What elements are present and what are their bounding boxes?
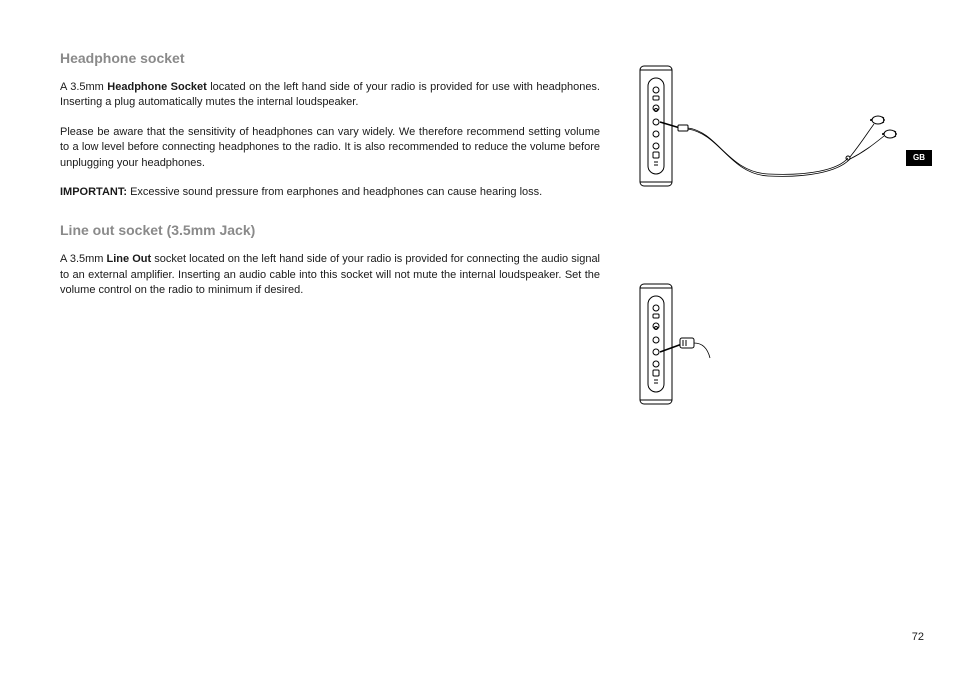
paragraph-1: A 3.5mm Headphone Socket located on the … — [60, 80, 600, 111]
figure-headphone-illustration — [638, 62, 908, 192]
page-number: 72 — [912, 631, 924, 643]
heading-headphone-socket: Headphone socket — [60, 50, 600, 66]
language-tab: GB — [906, 150, 932, 166]
figure-lineout-illustration — [638, 280, 748, 410]
text-column: Headphone socket A 3.5mm Headphone Socke… — [60, 50, 600, 299]
paragraph-2: Please be aware that the sensitivity of … — [60, 125, 600, 171]
heading-line-out: Line out socket (3.5mm Jack) — [60, 222, 600, 238]
paragraph-4: A 3.5mm Line Out socket located on the l… — [60, 252, 600, 298]
paragraph-3: IMPORTANT: Excessive sound pressure from… — [60, 185, 600, 200]
